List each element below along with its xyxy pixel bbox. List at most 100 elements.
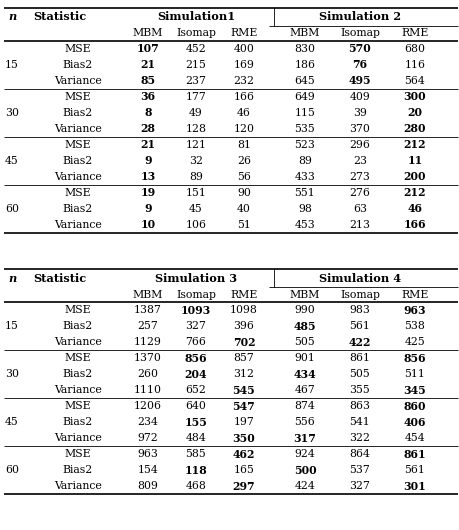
Text: 155: 155 [184,417,207,428]
Text: 396: 396 [233,321,254,331]
Text: 535: 535 [294,124,315,134]
Text: 23: 23 [352,156,366,166]
Text: 30: 30 [5,108,19,118]
Text: 652: 652 [185,385,206,395]
Text: 467: 467 [294,385,315,395]
Text: 322: 322 [349,433,369,443]
Text: 15: 15 [5,321,19,331]
Text: 296: 296 [349,140,369,150]
Text: 81: 81 [236,140,251,150]
Text: 45: 45 [189,204,202,214]
Text: 212: 212 [403,139,425,151]
Text: 20: 20 [407,108,421,119]
Text: Variance: Variance [54,76,101,86]
Text: Statistic: Statistic [34,12,86,22]
Text: Isomap: Isomap [339,289,379,299]
Text: 453: 453 [294,220,315,230]
Text: 36: 36 [140,92,155,102]
Text: 46: 46 [407,204,421,215]
Text: Isomap: Isomap [339,29,379,39]
Text: 215: 215 [185,60,206,70]
Text: 434: 434 [293,368,316,379]
Text: MSE: MSE [65,449,91,459]
Text: 406: 406 [403,417,425,428]
Text: 118: 118 [184,464,207,475]
Text: 485: 485 [293,321,316,331]
Text: 169: 169 [233,60,254,70]
Text: 433: 433 [294,172,315,182]
Text: 300: 300 [403,92,425,102]
Text: 863: 863 [349,401,369,411]
Text: Variance: Variance [54,220,101,230]
Text: 452: 452 [185,44,206,54]
Text: Variance: Variance [54,433,101,443]
Text: 8: 8 [144,108,151,119]
Text: 861: 861 [349,353,369,363]
Text: MSE: MSE [65,44,91,54]
Text: 983: 983 [349,305,369,315]
Text: Simulation1: Simulation1 [157,12,235,22]
Text: 462: 462 [232,448,255,460]
Text: 1206: 1206 [134,401,162,411]
Text: 547: 547 [232,401,255,411]
Text: 312: 312 [233,369,254,379]
Text: 1110: 1110 [134,385,162,395]
Text: MSE: MSE [65,353,91,363]
Text: 212: 212 [403,188,425,199]
Text: 409: 409 [349,92,369,102]
Text: Variance: Variance [54,124,101,134]
Text: 864: 864 [349,449,369,459]
Text: 60: 60 [5,204,19,214]
Text: 505: 505 [294,337,315,347]
Text: Bias2: Bias2 [63,321,93,331]
Text: MBM: MBM [289,289,319,299]
Text: 21: 21 [140,139,155,151]
Text: 13: 13 [140,172,155,182]
Text: 297: 297 [232,481,255,491]
Text: 9: 9 [144,204,151,215]
Text: Simulation 2: Simulation 2 [318,12,400,22]
Text: 317: 317 [293,432,316,444]
Text: 106: 106 [185,220,206,230]
Text: 645: 645 [294,76,315,86]
Text: 1370: 1370 [134,353,162,363]
Text: 234: 234 [137,417,158,427]
Text: 46: 46 [236,108,251,118]
Text: 327: 327 [185,321,206,331]
Text: 257: 257 [137,321,158,331]
Text: 11: 11 [407,155,422,166]
Text: 649: 649 [294,92,315,102]
Text: 276: 276 [349,188,369,198]
Text: Simulation 4: Simulation 4 [318,272,400,284]
Text: 556: 556 [294,417,315,427]
Text: MSE: MSE [65,401,91,411]
Text: 963: 963 [403,305,425,315]
Text: MSE: MSE [65,188,91,198]
Text: Isomap: Isomap [176,289,216,299]
Text: Bias2: Bias2 [63,369,93,379]
Text: 166: 166 [403,219,425,231]
Text: 280: 280 [403,123,425,135]
Text: 32: 32 [189,156,202,166]
Text: 51: 51 [236,220,251,230]
Text: 990: 990 [294,305,315,315]
Text: Bias2: Bias2 [63,204,93,214]
Text: 115: 115 [294,108,315,118]
Text: 561: 561 [403,465,425,475]
Text: 424: 424 [294,481,315,491]
Text: 90: 90 [236,188,251,198]
Text: 204: 204 [185,368,207,379]
Text: MBM: MBM [133,289,163,299]
Text: 177: 177 [185,92,206,102]
Text: Bias2: Bias2 [63,108,93,118]
Text: RME: RME [230,289,257,299]
Text: 1098: 1098 [230,305,257,315]
Text: 186: 186 [294,60,315,70]
Text: 370: 370 [349,124,369,134]
Text: 857: 857 [233,353,254,363]
Text: 505: 505 [349,369,369,379]
Text: 564: 564 [404,76,425,86]
Text: 273: 273 [349,172,369,182]
Text: 232: 232 [233,76,254,86]
Text: 166: 166 [233,92,254,102]
